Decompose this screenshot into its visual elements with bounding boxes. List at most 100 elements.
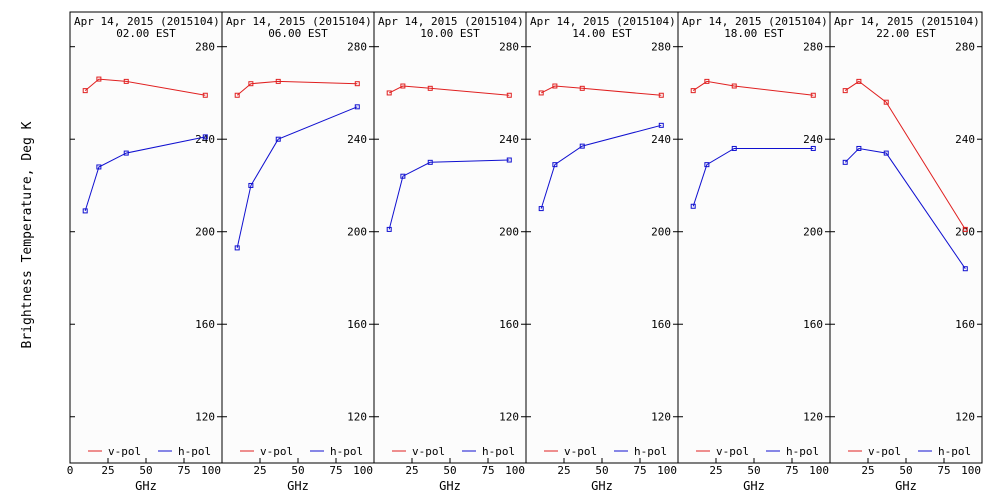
- y-tick-label: 240: [499, 133, 519, 146]
- v-pol-marker: [96, 76, 102, 82]
- x-tick-label: 50: [595, 464, 608, 477]
- h-pol-marker: [538, 206, 544, 212]
- v-pol-marker: [248, 81, 254, 87]
- h-pol-marker: [704, 162, 710, 168]
- y-tick-label: 240: [347, 133, 367, 146]
- x-tick-label: 25: [101, 464, 114, 477]
- x-tick-label: 75: [481, 464, 494, 477]
- x-tick-label: 75: [329, 464, 342, 477]
- v-pol-line: [388, 85, 510, 96]
- v-pol-legend-label: v-pol: [564, 445, 597, 458]
- h-pol-marker: [856, 145, 862, 151]
- h-pol-legend-label: h-pol: [330, 445, 363, 458]
- h-pol-marker: [658, 122, 664, 128]
- x-tick-label: 75: [785, 464, 798, 477]
- h-pol-marker: [123, 150, 129, 156]
- h-pol-line: [388, 159, 510, 230]
- v-pol-marker: [856, 78, 862, 84]
- y-tick-label: 160: [803, 318, 823, 331]
- v-pol-marker: [731, 83, 737, 89]
- y-tick-label: 120: [195, 411, 215, 424]
- chart-panel-4: Apr 14, 2015 (2015104)14.00 EST 120 160 200…: [525, 11, 679, 493]
- x-tick-label: 50: [291, 464, 304, 477]
- x-tick-label: 25: [253, 464, 266, 477]
- x-axis-label: GHz: [591, 479, 613, 493]
- v-pol-marker: [82, 88, 88, 94]
- panel-title: Apr 14, 2015 (2015104): [682, 15, 828, 28]
- v-pol-marker: [579, 85, 585, 91]
- panel-subtitle: 06.00 EST: [268, 27, 328, 40]
- v-pol-marker: [275, 78, 281, 84]
- panel-title: Apr 14, 2015 (2015104): [834, 15, 980, 28]
- x-tick-label: 100: [961, 464, 981, 477]
- v-pol-marker: [400, 83, 406, 89]
- y-tick-label: 200: [347, 226, 367, 239]
- v-pol-line: [692, 80, 814, 96]
- v-pol-marker: [658, 92, 664, 98]
- x-tick-label: 0: [67, 464, 74, 477]
- h-pol-marker: [96, 164, 102, 170]
- h-pol-marker: [202, 134, 208, 140]
- x-axis-label: GHz: [743, 479, 765, 493]
- y-tick-label: 160: [195, 318, 215, 331]
- x-tick-label: 25: [405, 464, 418, 477]
- chart-panel-3: Apr 14, 2015 (2015104)10.00 EST 120 160 200…: [373, 11, 527, 493]
- h-pol-marker: [234, 245, 240, 251]
- panel-subtitle: 14.00 EST: [572, 27, 632, 40]
- h-pol-marker: [354, 104, 360, 110]
- y-tick-label: 120: [651, 411, 671, 424]
- x-axis-label: GHz: [135, 479, 157, 493]
- y-tick-label: 280: [499, 41, 519, 54]
- h-pol-marker: [400, 173, 406, 179]
- h-pol-line: [236, 106, 358, 249]
- x-tick-label: 100: [505, 464, 525, 477]
- h-pol-marker: [552, 162, 558, 168]
- y-tick-label: 120: [803, 411, 823, 424]
- chart-panel-5: Apr 14, 2015 (2015104)18.00 EST 120 160 200…: [677, 11, 831, 493]
- v-pol-line: [84, 78, 206, 96]
- h-pol-marker: [731, 145, 737, 151]
- x-tick-label: 25: [557, 464, 570, 477]
- y-tick-label: 200: [803, 226, 823, 239]
- v-pol-legend-label: v-pol: [716, 445, 749, 458]
- v-pol-legend-label: v-pol: [108, 445, 141, 458]
- v-pol-marker: [234, 92, 240, 98]
- v-pol-marker: [427, 85, 433, 91]
- panel-subtitle: 22.00 EST: [876, 27, 936, 40]
- h-pol-line: [692, 148, 814, 207]
- h-pol-line: [84, 136, 206, 212]
- y-tick-label: 200: [651, 226, 671, 239]
- h-pol-marker: [248, 182, 254, 188]
- x-axis-label: GHz: [439, 479, 461, 493]
- y-tick-label: 240: [955, 133, 975, 146]
- y-tick-label: 280: [955, 41, 975, 54]
- x-tick-label: 25: [709, 464, 722, 477]
- plot-frame: [525, 11, 679, 464]
- y-tick-label: 200: [195, 226, 215, 239]
- y-tick-label: 200: [499, 226, 519, 239]
- x-tick-label: 100: [657, 464, 677, 477]
- y-tick-label: 160: [955, 318, 975, 331]
- y-tick-label: 120: [499, 411, 519, 424]
- panel-subtitle: 18.00 EST: [724, 27, 784, 40]
- v-pol-marker: [810, 92, 816, 98]
- h-pol-line: [540, 124, 662, 209]
- y-tick-label: 120: [347, 411, 367, 424]
- v-pol-marker: [386, 90, 392, 96]
- panel-title: Apr 14, 2015 (2015104): [74, 15, 220, 28]
- v-pol-marker: [354, 81, 360, 87]
- panel-title: Apr 14, 2015 (2015104): [378, 15, 524, 28]
- v-pol-marker: [883, 99, 889, 105]
- y-tick-label: 240: [803, 133, 823, 146]
- panel-title: Apr 14, 2015 (2015104): [530, 15, 676, 28]
- v-pol-marker: [842, 88, 848, 94]
- x-tick-label: 75: [937, 464, 950, 477]
- v-pol-marker: [506, 92, 512, 98]
- x-tick-label: 75: [177, 464, 190, 477]
- v-pol-marker: [123, 78, 129, 84]
- y-tick-label: 200: [955, 226, 975, 239]
- v-pol-marker: [962, 226, 968, 232]
- v-pol-marker: [552, 83, 558, 89]
- h-pol-marker: [810, 145, 816, 151]
- h-pol-marker: [690, 203, 696, 209]
